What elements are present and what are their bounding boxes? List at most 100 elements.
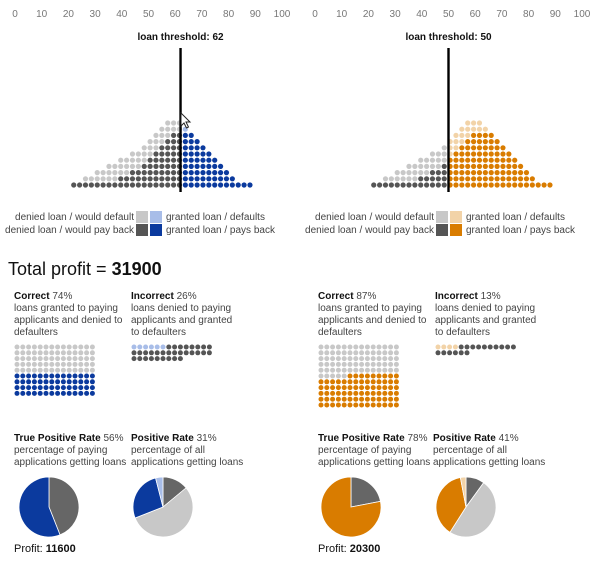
applicant-dot <box>506 157 512 163</box>
waffle-dot <box>382 361 388 367</box>
applicant-dot <box>500 182 506 188</box>
axis-tick-label: 10 <box>36 9 48 20</box>
waffle-dot <box>376 396 382 402</box>
waffle-dot <box>84 390 90 396</box>
applicant-dot <box>494 157 500 163</box>
waffle-dot <box>393 402 399 408</box>
waffle-dot <box>166 356 172 362</box>
applicant-dot <box>424 176 430 182</box>
waffle-dot <box>330 379 336 385</box>
waffle-dot <box>49 361 55 367</box>
applicant-dot <box>459 145 465 151</box>
applicant-dot <box>135 157 141 163</box>
applicant-dot <box>229 176 235 182</box>
applicant-dot <box>476 145 483 151</box>
applicant-dot <box>200 176 206 182</box>
applicant-dot <box>194 163 200 169</box>
applicant-dot <box>206 182 212 188</box>
applicant-dot <box>377 182 383 188</box>
applicant-dot <box>165 182 171 188</box>
applicant-dot <box>182 170 188 176</box>
profit-label: Profit: <box>318 543 350 555</box>
waffle-dot <box>353 402 359 408</box>
applicant-dot <box>159 157 165 163</box>
total-profit-value: 31900 <box>111 259 162 279</box>
waffle-dot <box>55 361 61 367</box>
applicant-dot <box>547 182 553 188</box>
waffle-dot <box>335 367 341 373</box>
waffle-dot <box>447 350 453 356</box>
waffle-dot <box>370 402 376 408</box>
waffle-dot <box>359 379 365 385</box>
waffle-dot <box>353 390 359 396</box>
applicant-dot <box>453 182 459 188</box>
applicant-dot <box>476 170 483 176</box>
applicant-dot <box>400 176 406 182</box>
applicant-dot <box>141 170 147 176</box>
applicant-dot <box>459 139 465 145</box>
waffle-dot <box>183 344 189 350</box>
applicant-dot <box>165 145 171 151</box>
applicant-dot <box>476 157 483 163</box>
waffle-dot <box>37 367 43 373</box>
applicant-dot <box>482 126 488 132</box>
axis-tick-label: 30 <box>390 9 402 20</box>
waffle-dot <box>487 344 493 350</box>
applicant-dot <box>206 176 212 182</box>
distribution-chart-left[interactable]: 0 10 20 30 40 50 60 70 80 90 100 loan threshold: 62 <box>0 0 300 245</box>
waffle-dot <box>364 373 370 379</box>
waffle-dot <box>84 367 90 373</box>
tpr-desc: percentage of paying applications gettin… <box>318 445 431 468</box>
applicant-dot <box>453 151 459 157</box>
waffle-dot <box>382 344 388 350</box>
applicant-dot <box>441 182 447 188</box>
waffle-dot <box>499 344 505 350</box>
applicant-dot <box>429 163 436 169</box>
profit-value: 11600 <box>45 543 76 555</box>
applicant-dot <box>182 176 188 182</box>
waffle-dot <box>172 356 178 362</box>
applicant-dot <box>470 120 477 126</box>
pr-stat-right: Positive Rate 41% percentage of all appl… <box>433 433 548 469</box>
waffle-correct-right <box>318 344 399 408</box>
waffle-dot <box>26 385 32 391</box>
applicant-dot <box>512 157 518 163</box>
waffle-dot <box>318 385 324 391</box>
applicant-dot <box>82 176 89 182</box>
waffle-dot <box>160 356 166 362</box>
waffle-dot <box>160 344 166 350</box>
waffle-dot <box>49 385 55 391</box>
applicant-dot <box>135 163 141 169</box>
applicant-dot <box>94 170 100 176</box>
waffle-dot <box>370 396 376 402</box>
waffle-dot <box>14 350 20 356</box>
waffle-dot <box>353 344 359 350</box>
applicant-dot <box>194 145 200 151</box>
applicant-dot <box>206 163 212 169</box>
waffle-dot <box>364 350 370 356</box>
waffle-dot <box>55 390 61 396</box>
applicant-dot <box>165 126 171 132</box>
applicant-dot <box>182 145 188 151</box>
applicant-dot <box>476 139 483 145</box>
applicant-dot <box>135 151 141 157</box>
waffle-dot <box>370 385 376 391</box>
waffle-dot <box>335 356 341 362</box>
applicant-dot <box>247 182 253 188</box>
applicant-dot <box>170 132 177 138</box>
applicant-dot <box>382 176 389 182</box>
applicant-dot <box>77 182 83 188</box>
waffle-dot <box>335 350 341 356</box>
waffle-dot <box>89 390 95 396</box>
applicant-dot <box>200 145 206 151</box>
waffle-dot <box>72 367 78 373</box>
applicant-dot <box>412 182 418 188</box>
applicant-dot <box>494 151 500 157</box>
waffle-dot <box>60 350 66 356</box>
applicant-dot <box>153 139 159 145</box>
waffle-dot <box>335 385 341 391</box>
waffle-dot <box>435 344 441 350</box>
applicant-dot <box>223 176 230 182</box>
distribution-chart-right[interactable]: 0 10 20 30 40 50 60 70 80 90 100 loan threshold: 50 <box>300 0 600 245</box>
waffle-dot <box>359 367 365 373</box>
